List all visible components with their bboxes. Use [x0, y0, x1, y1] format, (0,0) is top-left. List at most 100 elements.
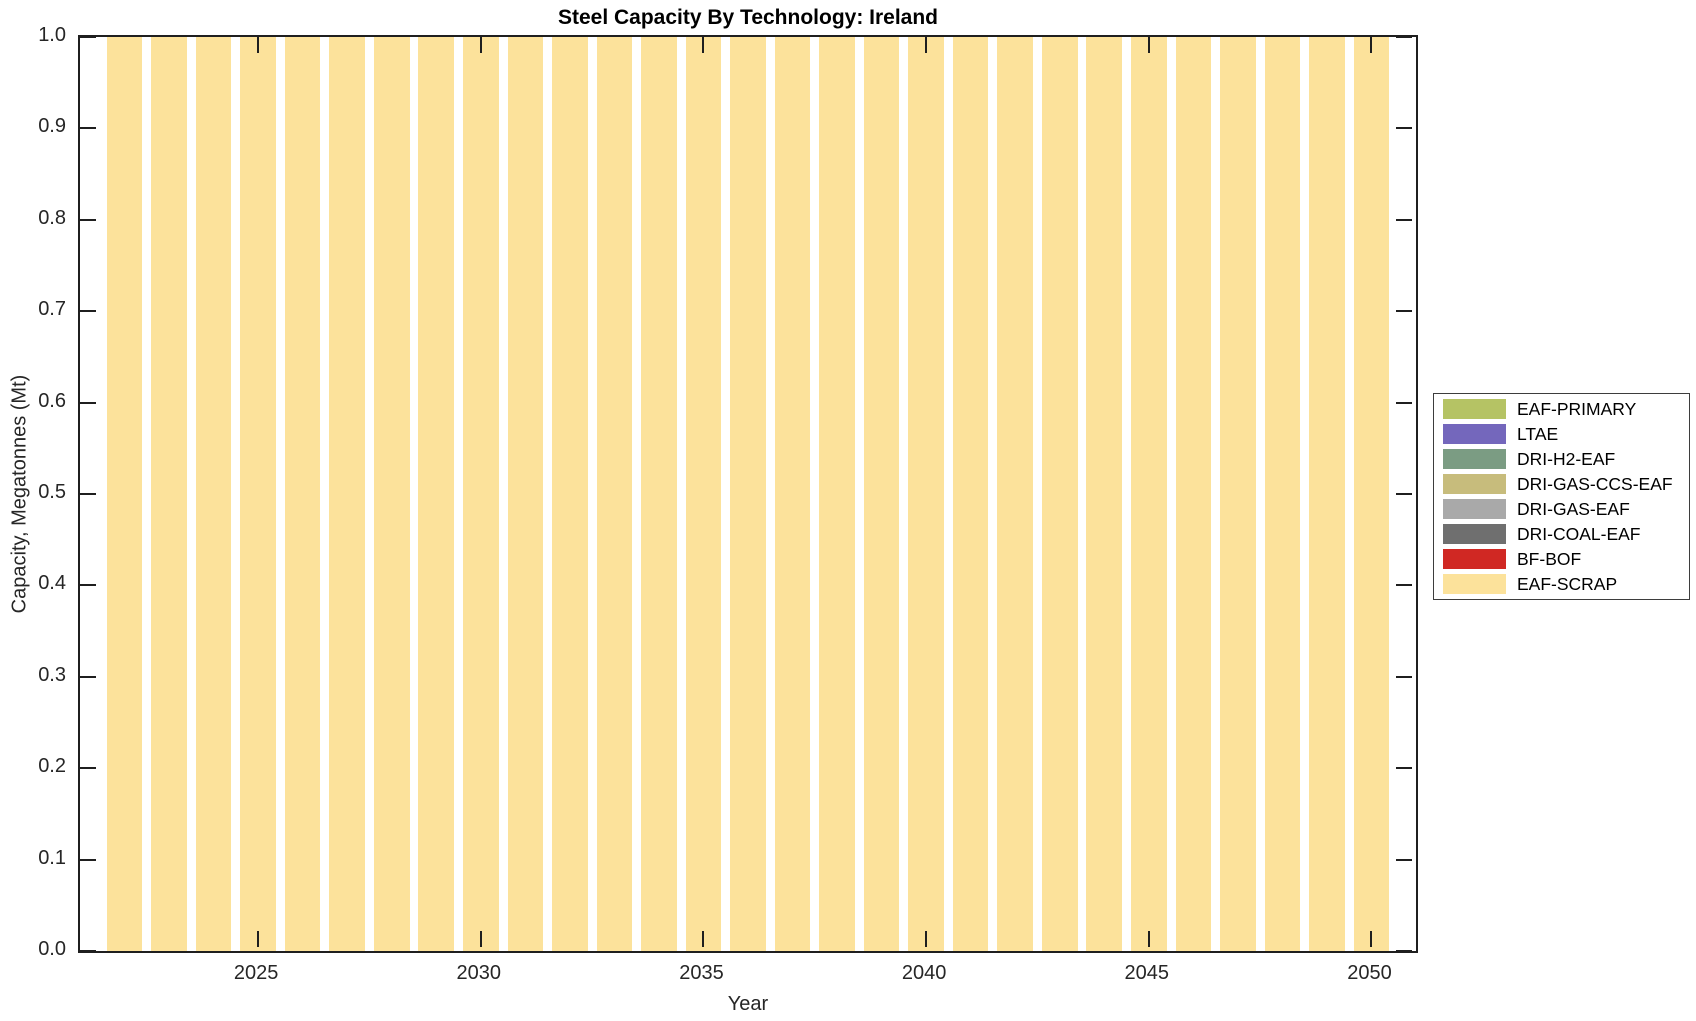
- y-tick-left: [80, 767, 96, 770]
- legend-swatch-dri-gas-ccs-eaf: [1443, 474, 1506, 494]
- legend-label: EAF-PRIMARY: [1517, 398, 1637, 419]
- legend-row-dri-coal-eaf: DRI-COAL-EAF: [1434, 522, 1689, 547]
- y-tick-label: 0.7: [38, 298, 66, 321]
- x-tick-top: [925, 37, 928, 53]
- legend-row-ltae: LTAE: [1434, 422, 1689, 447]
- bar-eaf-scrap-2031: [507, 37, 544, 951]
- bar-eaf-scrap-2050: [1353, 37, 1390, 951]
- x-tick-top: [257, 37, 260, 53]
- x-tick-top: [1370, 37, 1373, 53]
- y-tick-label: 0.9: [38, 115, 66, 138]
- y-tick-right: [1396, 493, 1412, 495]
- bar-eaf-scrap-2024: [195, 37, 232, 951]
- legend-label: DRI-COAL-EAF: [1517, 523, 1641, 544]
- legend-swatch-eaf-scrap: [1443, 574, 1506, 594]
- legend-swatch-bf-bof: [1443, 549, 1506, 569]
- y-tick-left: [80, 127, 96, 130]
- legend-swatch-dri-h2-eaf: [1443, 449, 1506, 469]
- x-tick-bottom: [257, 931, 260, 947]
- x-tick-bottom: [925, 931, 928, 947]
- x-tick-label: 2035: [679, 962, 724, 984]
- y-tick-right: [1396, 127, 1412, 130]
- legend-label: LTAE: [1517, 423, 1559, 444]
- bar-eaf-scrap-2022: [106, 37, 143, 951]
- x-tick-label: 2045: [1124, 962, 1170, 984]
- x-tick-bottom: [1370, 931, 1373, 947]
- y-tick-right: [1396, 950, 1412, 951]
- bar-eaf-scrap-2028: [373, 37, 410, 951]
- y-tick-label: 0.6: [38, 389, 66, 412]
- legend-swatch-dri-gas-eaf: [1443, 499, 1506, 519]
- x-tick-bottom: [479, 931, 482, 947]
- chart-title: Steel Capacity By Technology: Ireland: [557, 6, 939, 29]
- legend-label: DRI-GAS-EAF: [1517, 498, 1630, 519]
- x-tick-label: 2040: [901, 962, 947, 984]
- y-tick-label: 0.1: [38, 846, 66, 869]
- y-tick-left: [80, 218, 96, 221]
- bar-eaf-scrap-2026: [284, 37, 321, 951]
- bar-eaf-scrap-2038: [819, 37, 855, 951]
- y-tick-label: 0.3: [38, 663, 66, 686]
- y-tick-left: [80, 950, 96, 951]
- x-axis-label: Year: [727, 993, 769, 1015]
- y-tick-label: 0.2: [38, 755, 66, 778]
- legend: EAF-PRIMARY LTAE DRI-H2-EAF DRI-GAS-CCS-EAF…: [1433, 393, 1690, 600]
- y-tick-label: 1.0: [38, 24, 66, 46]
- bar-eaf-scrap-2041: [952, 37, 989, 951]
- bar-eaf-scrap-2027: [329, 37, 365, 951]
- x-tick-top: [1147, 37, 1150, 53]
- y-tick-left: [80, 310, 96, 313]
- legend-row-bf-bof: BF-BOF: [1434, 547, 1689, 572]
- bar-eaf-scrap-2035: [685, 37, 722, 951]
- legend-label: EAF-SCRAP: [1517, 573, 1618, 594]
- y-tick-label: 0.8: [38, 206, 66, 229]
- y-tick-right: [1396, 37, 1412, 38]
- legend-swatch-eaf-primary: [1443, 399, 1506, 419]
- y-tick-right: [1396, 767, 1412, 770]
- x-tick-label: 2025: [233, 962, 279, 984]
- bar-eaf-scrap-2048: [1264, 37, 1301, 951]
- bar-eaf-scrap-2040: [908, 37, 944, 951]
- y-tick-right: [1396, 675, 1412, 678]
- y-tick-right: [1396, 858, 1412, 861]
- bar-eaf-scrap-2036: [730, 37, 766, 951]
- bar-eaf-scrap-2046: [1175, 37, 1212, 951]
- y-tick-label: 0.4: [38, 572, 66, 595]
- y-tick-left: [80, 584, 96, 587]
- y-tick-right: [1396, 218, 1412, 221]
- legend-row-dri-gas-eaf: DRI-GAS-EAF: [1434, 497, 1689, 522]
- bar-eaf-scrap-2030: [462, 37, 499, 951]
- y-tick-left: [80, 675, 96, 678]
- x-tick-label: 2030: [456, 962, 502, 984]
- bar-eaf-scrap-2023: [151, 37, 187, 951]
- legend-label: DRI-H2-EAF: [1517, 448, 1616, 469]
- bar-eaf-scrap-2043: [1041, 37, 1078, 951]
- legend-row-eaf-primary: EAF-PRIMARY: [1434, 397, 1689, 422]
- bar-eaf-scrap-2025: [240, 37, 276, 951]
- legend-label: DRI-GAS-CCS-EAF: [1517, 473, 1673, 494]
- y-tick-left: [80, 401, 96, 404]
- legend-label: BF-BOF: [1517, 548, 1582, 569]
- x-tick-top: [702, 37, 705, 53]
- legend-swatch-dri-coal-eaf: [1443, 524, 1506, 544]
- bar-eaf-scrap-2045: [1130, 37, 1167, 951]
- y-tick-right: [1396, 584, 1412, 587]
- bar-eaf-scrap-2029: [418, 37, 455, 951]
- legend-row-dri-gas-ccs-eaf: DRI-GAS-CCS-EAF: [1434, 472, 1689, 497]
- bar-eaf-scrap-2034: [641, 37, 677, 951]
- plot-area: [78, 35, 1418, 953]
- y-tick-left: [80, 858, 96, 861]
- y-tick-label: 0.0: [38, 938, 66, 960]
- y-tick-right: [1396, 401, 1412, 404]
- bar-eaf-scrap-2044: [1086, 37, 1123, 951]
- y-tick-left: [80, 37, 96, 38]
- y-tick-right: [1396, 310, 1412, 313]
- legend-row-eaf-scrap: EAF-SCRAP: [1434, 572, 1689, 597]
- legend-row-dri-h2-eaf: DRI-H2-EAF: [1434, 447, 1689, 472]
- bar-eaf-scrap-2032: [552, 37, 588, 951]
- x-tick-label: 2050: [1347, 962, 1392, 984]
- bar-eaf-scrap-2033: [596, 37, 633, 951]
- bar-eaf-scrap-2039: [863, 37, 900, 951]
- bar-eaf-scrap-2049: [1309, 37, 1345, 951]
